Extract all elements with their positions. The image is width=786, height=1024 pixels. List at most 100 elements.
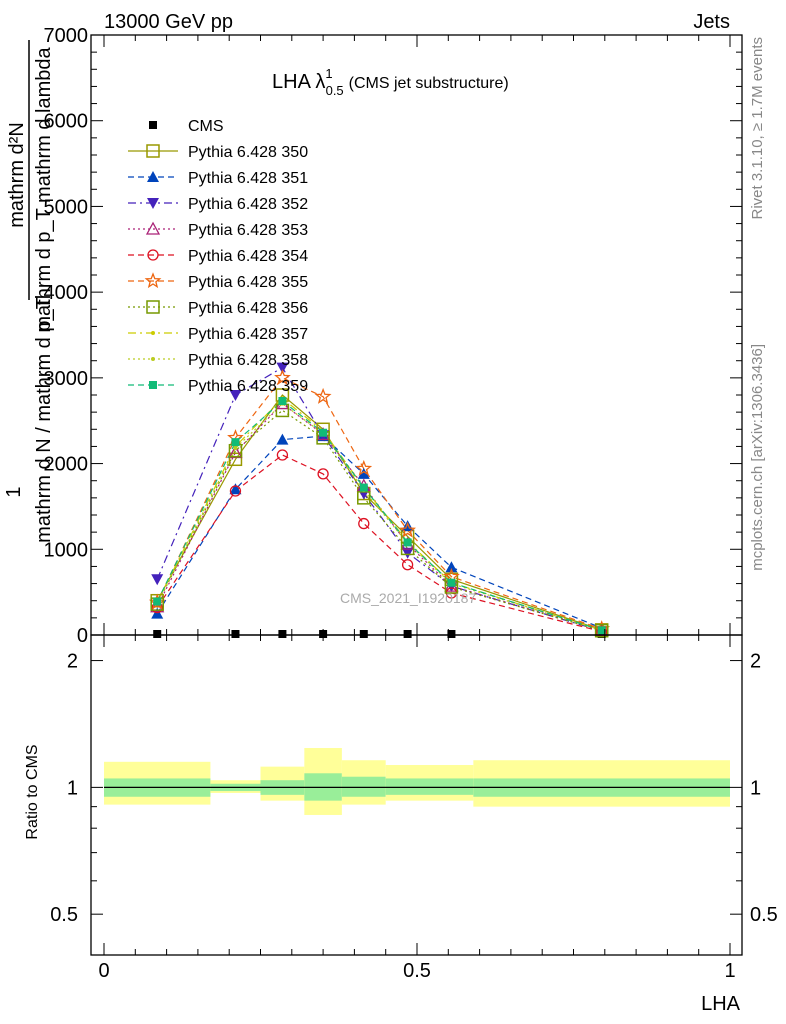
point-359-2 [278, 397, 287, 405]
series-line-356 [156, 409, 602, 632]
point-359-1 [231, 438, 240, 447]
legend-marker-358 [151, 357, 155, 361]
ratio-band-inner-4 [341, 776, 386, 797]
series-line-359 [156, 400, 602, 631]
point-354-2 [276, 449, 289, 461]
legend-label-353: Pythia 6.428 353 [188, 222, 308, 239]
legend-label-356: Pythia 6.428 356 [188, 300, 308, 317]
point-CMS-5 [403, 630, 412, 638]
point-355-2 [274, 369, 291, 385]
legend-label-352: Pythia 6.428 352 [188, 196, 308, 213]
legend-marker-351 [147, 171, 159, 182]
mcplots-label: mcplots.cern.ch [arXiv:1306.3436] [749, 344, 766, 571]
legend-marker-356 [146, 300, 160, 314]
legend-label-355: Pythia 6.428 355 [188, 274, 308, 291]
ratio-y-tick-label-left: 1 [67, 777, 78, 799]
point-351-6 [445, 561, 458, 573]
point-354-3 [317, 468, 329, 480]
legend: CMS Pythia 6.428 350 Pythia 6.428 351 Pythi… [128, 118, 308, 395]
point-CMS-6 [447, 630, 456, 638]
point-359-3 [319, 428, 328, 437]
legend-label-351: Pythia 6.428 351 [188, 170, 308, 187]
series-line-354 [156, 454, 602, 633]
main-y-tick-label: 2000 [44, 454, 89, 476]
legend-marker-CMS [149, 121, 157, 129]
header-left: 13000 GeV pp [104, 11, 233, 33]
legend-marker-353 [145, 221, 161, 235]
plot-title-sup: 1 [325, 66, 332, 81]
point-351-4 [357, 467, 370, 479]
plot-title-sub: 0.5 [326, 83, 344, 98]
legend-marker-355 [144, 272, 162, 289]
legend-label-358: Pythia 6.428 358 [188, 352, 308, 369]
main-y-tick-label: 7000 [44, 25, 89, 47]
legend-label-354: Pythia 6.428 354 [188, 248, 308, 265]
main-y-tick-label: 1000 [44, 539, 89, 561]
point-355-5 [399, 521, 416, 538]
point-352-2 [276, 362, 289, 374]
ratio-x-tick-label: 1 [724, 960, 735, 982]
point-355-4 [355, 459, 373, 476]
mc-series-markers [148, 362, 611, 638]
main-y-tick-label: 0 [77, 625, 88, 647]
point-CMS-4 [359, 630, 368, 638]
ratio-y-tick-label-left: 2 [67, 651, 78, 673]
ratio-y-axis-label: Ratio to CMS [24, 744, 41, 839]
legend-label-CMS: CMS [188, 118, 224, 135]
main-y-tick-label: 5000 [44, 196, 89, 218]
point-352-0 [151, 574, 164, 586]
y-label-lower-denominator: mathrm d N / mathrm d p_T [33, 297, 55, 543]
ratio-band-inner-5 [385, 778, 474, 795]
series-line-351 [156, 435, 602, 629]
plot-title-tail: (CMS jet substructure) [349, 75, 509, 92]
point-354-4 [358, 517, 370, 530]
plot-title: LHA λ1 0.5 (CMS jet substructure) [272, 66, 509, 98]
y-label-denominator: mathrm d p_T mathrm d lambda [33, 46, 55, 332]
header-right: Jets [693, 11, 730, 33]
point-359-5 [403, 538, 412, 547]
legend-marker-359 [149, 381, 157, 389]
point-351-1 [229, 483, 242, 495]
ratio-y-tick-label-right: 0.5 [750, 904, 778, 926]
legend-marker-350 [146, 144, 160, 158]
point-350-1 [228, 452, 243, 467]
watermark: CMS_2021_I1920187 [340, 590, 476, 606]
ratio-x-tick-label: 0 [98, 960, 109, 982]
point-352-1 [229, 390, 242, 401]
legend-label-359: Pythia 6.428 359 [188, 378, 308, 395]
legend-marker-354 [147, 249, 159, 261]
legend-marker-357 [151, 331, 155, 335]
y-label-numerator: mathrm d²N [6, 122, 28, 228]
main-y-tick-label: 3000 [44, 368, 89, 390]
plot-title-main: LHA λ [272, 71, 325, 93]
rivet-label: Rivet 3.1.10, ≥ 1.7M events [749, 37, 766, 220]
point-355-3 [314, 387, 332, 404]
point-356-7 [594, 623, 609, 638]
y-label-one: 1 [3, 486, 25, 497]
main-y-tick-label: 4000 [44, 282, 89, 304]
series-line-353 [156, 402, 602, 631]
ratio-uncertainty-bands [104, 748, 730, 815]
point-CMS-0 [153, 630, 162, 638]
point-354-1 [229, 485, 242, 497]
main-y-tick-label: 6000 [44, 111, 89, 133]
ratio-y-tick-label-right: 1 [750, 777, 761, 799]
ratio-x-tick-label: 0.5 [403, 960, 431, 982]
main-y-axis-label: 1 mathrm d²N mathrm d p_T mathrm d lambd… [3, 40, 55, 543]
point-359-6 [447, 578, 456, 587]
point-354-5 [401, 559, 414, 571]
point-CMS-2 [278, 630, 287, 638]
legend-label-350: Pythia 6.428 350 [188, 144, 308, 161]
ratio-y-tick-label-left: 0.5 [50, 904, 78, 926]
series-line-355 [156, 377, 602, 630]
point-352-5 [401, 547, 414, 559]
point-CMS-1 [231, 630, 240, 638]
point-359-7 [597, 626, 606, 635]
x-axis-label: LHA [701, 993, 741, 1015]
legend-marker-352 [147, 198, 159, 209]
point-351-2 [276, 433, 289, 445]
point-358-1 [233, 446, 238, 451]
series-line-350 [156, 394, 602, 631]
mc-series-lines [156, 366, 602, 633]
